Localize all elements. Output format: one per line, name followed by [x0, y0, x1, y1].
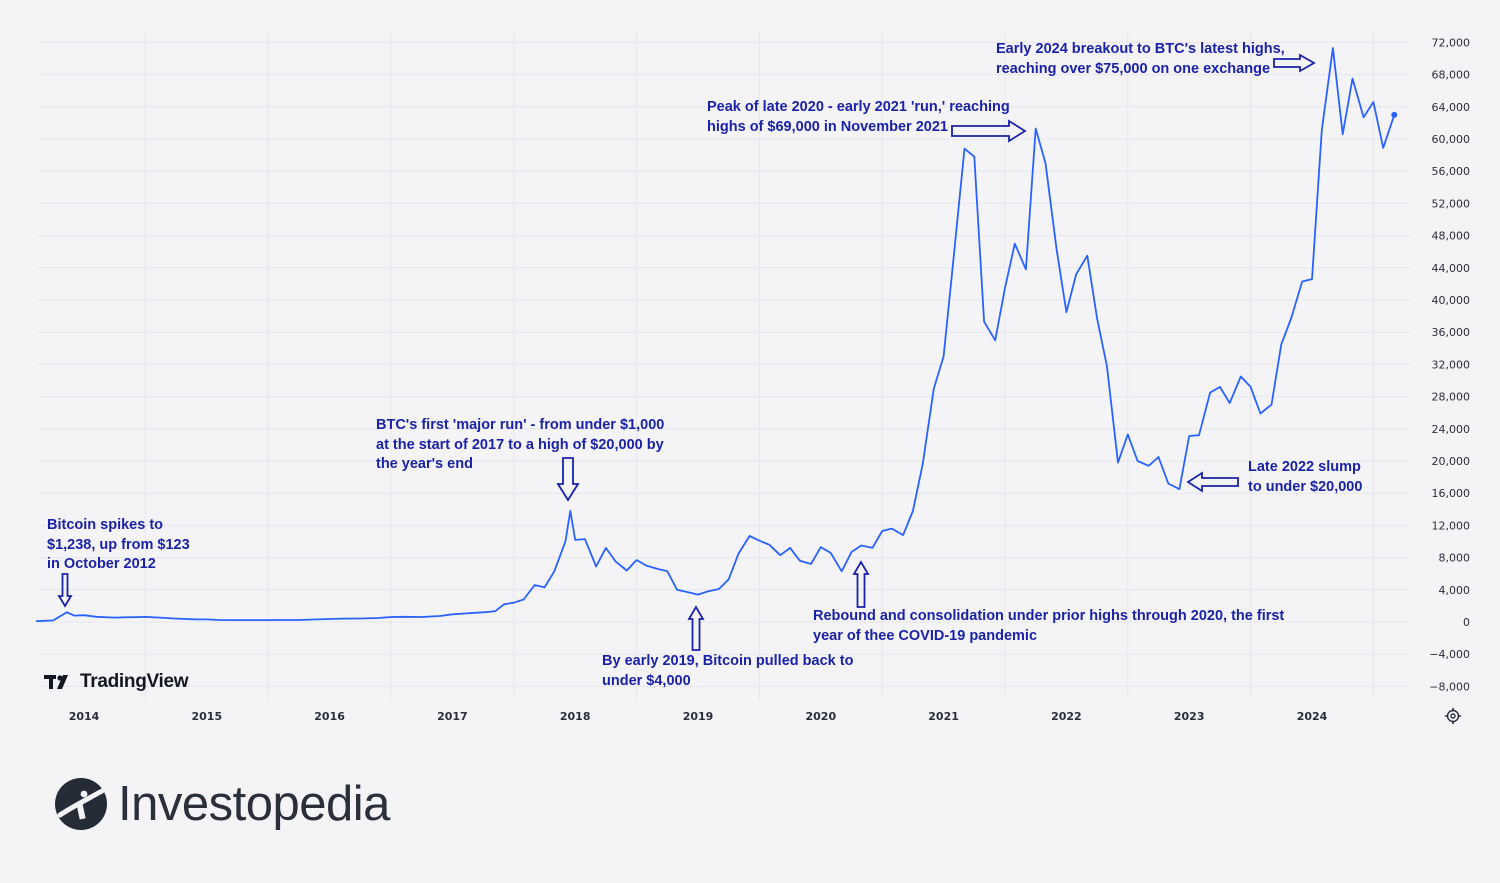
x-axis: 2014 2015 2016 2017 2018 2019 2020 2021 2022 2023… [69, 710, 1328, 723]
y-tick-label: 68,000 [1432, 69, 1471, 82]
y-tick-label: 20,000 [1432, 455, 1471, 468]
y-tick-label: 64,000 [1432, 101, 1471, 114]
annotation-2021-peak: Peak of late 2020 - early 2021 'run,' re… [707, 99, 1010, 135]
tradingview-mark-icon [44, 675, 68, 689]
annotation-arrows [57, 53, 1316, 651]
y-tick-label: 0 [1463, 616, 1470, 629]
price-line-layer [36, 47, 1398, 623]
annotation-arrow-icon [556, 457, 580, 502]
x-tick-label: 2022 [1051, 710, 1082, 723]
annotation-arrow-icon [1273, 53, 1316, 73]
y-tick-label: 40,000 [1432, 294, 1471, 307]
annotation-arrow-icon [57, 573, 73, 608]
annotation-arrow-icon [1186, 471, 1239, 493]
y-tick-label: −4,000 [1429, 648, 1470, 661]
y-tick-label: 16,000 [1432, 487, 1471, 500]
tradingview-logo: TradingView [44, 671, 189, 693]
annotation-bitcoin-spike: Bitcoin spikes to $1,238, up from $123 i… [47, 517, 190, 572]
y-tick-label: −8,000 [1429, 680, 1470, 693]
settings-gear-icon[interactable] [1443, 706, 1463, 726]
x-tick-label: 2015 [191, 710, 222, 723]
last-price-point [1391, 111, 1398, 118]
x-tick-label: 2018 [560, 710, 591, 723]
x-tick-label: 2016 [314, 710, 345, 723]
y-axis: 72,000 68,000 64,000 60,000 56,000 52,000 48,0… [1429, 36, 1470, 693]
grid [38, 30, 1410, 700]
annotation-early-2019-pullback: By early 2019, Bitcoin pulled back to un… [602, 653, 854, 689]
y-tick-label: 52,000 [1432, 197, 1471, 210]
x-tick-label: 2021 [928, 710, 959, 723]
y-tick-label: 8,000 [1439, 552, 1471, 565]
y-tick-label: 24,000 [1432, 423, 1471, 436]
x-tick-label: 2019 [683, 710, 714, 723]
x-tick-label: 2023 [1174, 710, 1205, 723]
price-line [36, 47, 1396, 623]
annotation-2020-rebound: Rebound and consolidation under prior hi… [813, 608, 1285, 644]
investopedia-wordmark: Investopedia [118, 777, 390, 831]
annotation-arrow-icon [951, 119, 1027, 143]
investopedia-mark-icon [55, 778, 107, 830]
y-tick-label: 60,000 [1432, 133, 1471, 146]
y-tick-label: 4,000 [1439, 584, 1471, 597]
y-tick-label: 36,000 [1432, 326, 1471, 339]
y-tick-label: 44,000 [1432, 262, 1471, 275]
x-tick-label: 2017 [437, 710, 468, 723]
y-tick-label: 32,000 [1432, 358, 1471, 371]
x-tick-label: 2024 [1297, 710, 1328, 723]
y-tick-label: 12,000 [1432, 519, 1471, 532]
tradingview-wordmark: TradingView [80, 671, 189, 692]
x-tick-label: 2014 [69, 710, 100, 723]
y-tick-label: 56,000 [1432, 165, 1471, 178]
annotation-arrow-icon [687, 605, 705, 651]
annotation-first-major-run: BTC's first 'major run' - from under $1,… [376, 417, 665, 472]
y-tick-label: 48,000 [1432, 230, 1471, 243]
y-tick-label: 28,000 [1432, 391, 1471, 404]
y-tick-label: 72,000 [1432, 36, 1471, 49]
annotation-late-2022-slump: Late 2022 slump to under $20,000 [1248, 459, 1363, 495]
annotation-2024-breakout: Early 2024 breakout to BTC's latest high… [996, 41, 1285, 77]
investopedia-logo: Investopedia [54, 776, 390, 832]
x-tick-label: 2020 [805, 710, 836, 723]
annotation-arrow-icon [852, 560, 870, 608]
